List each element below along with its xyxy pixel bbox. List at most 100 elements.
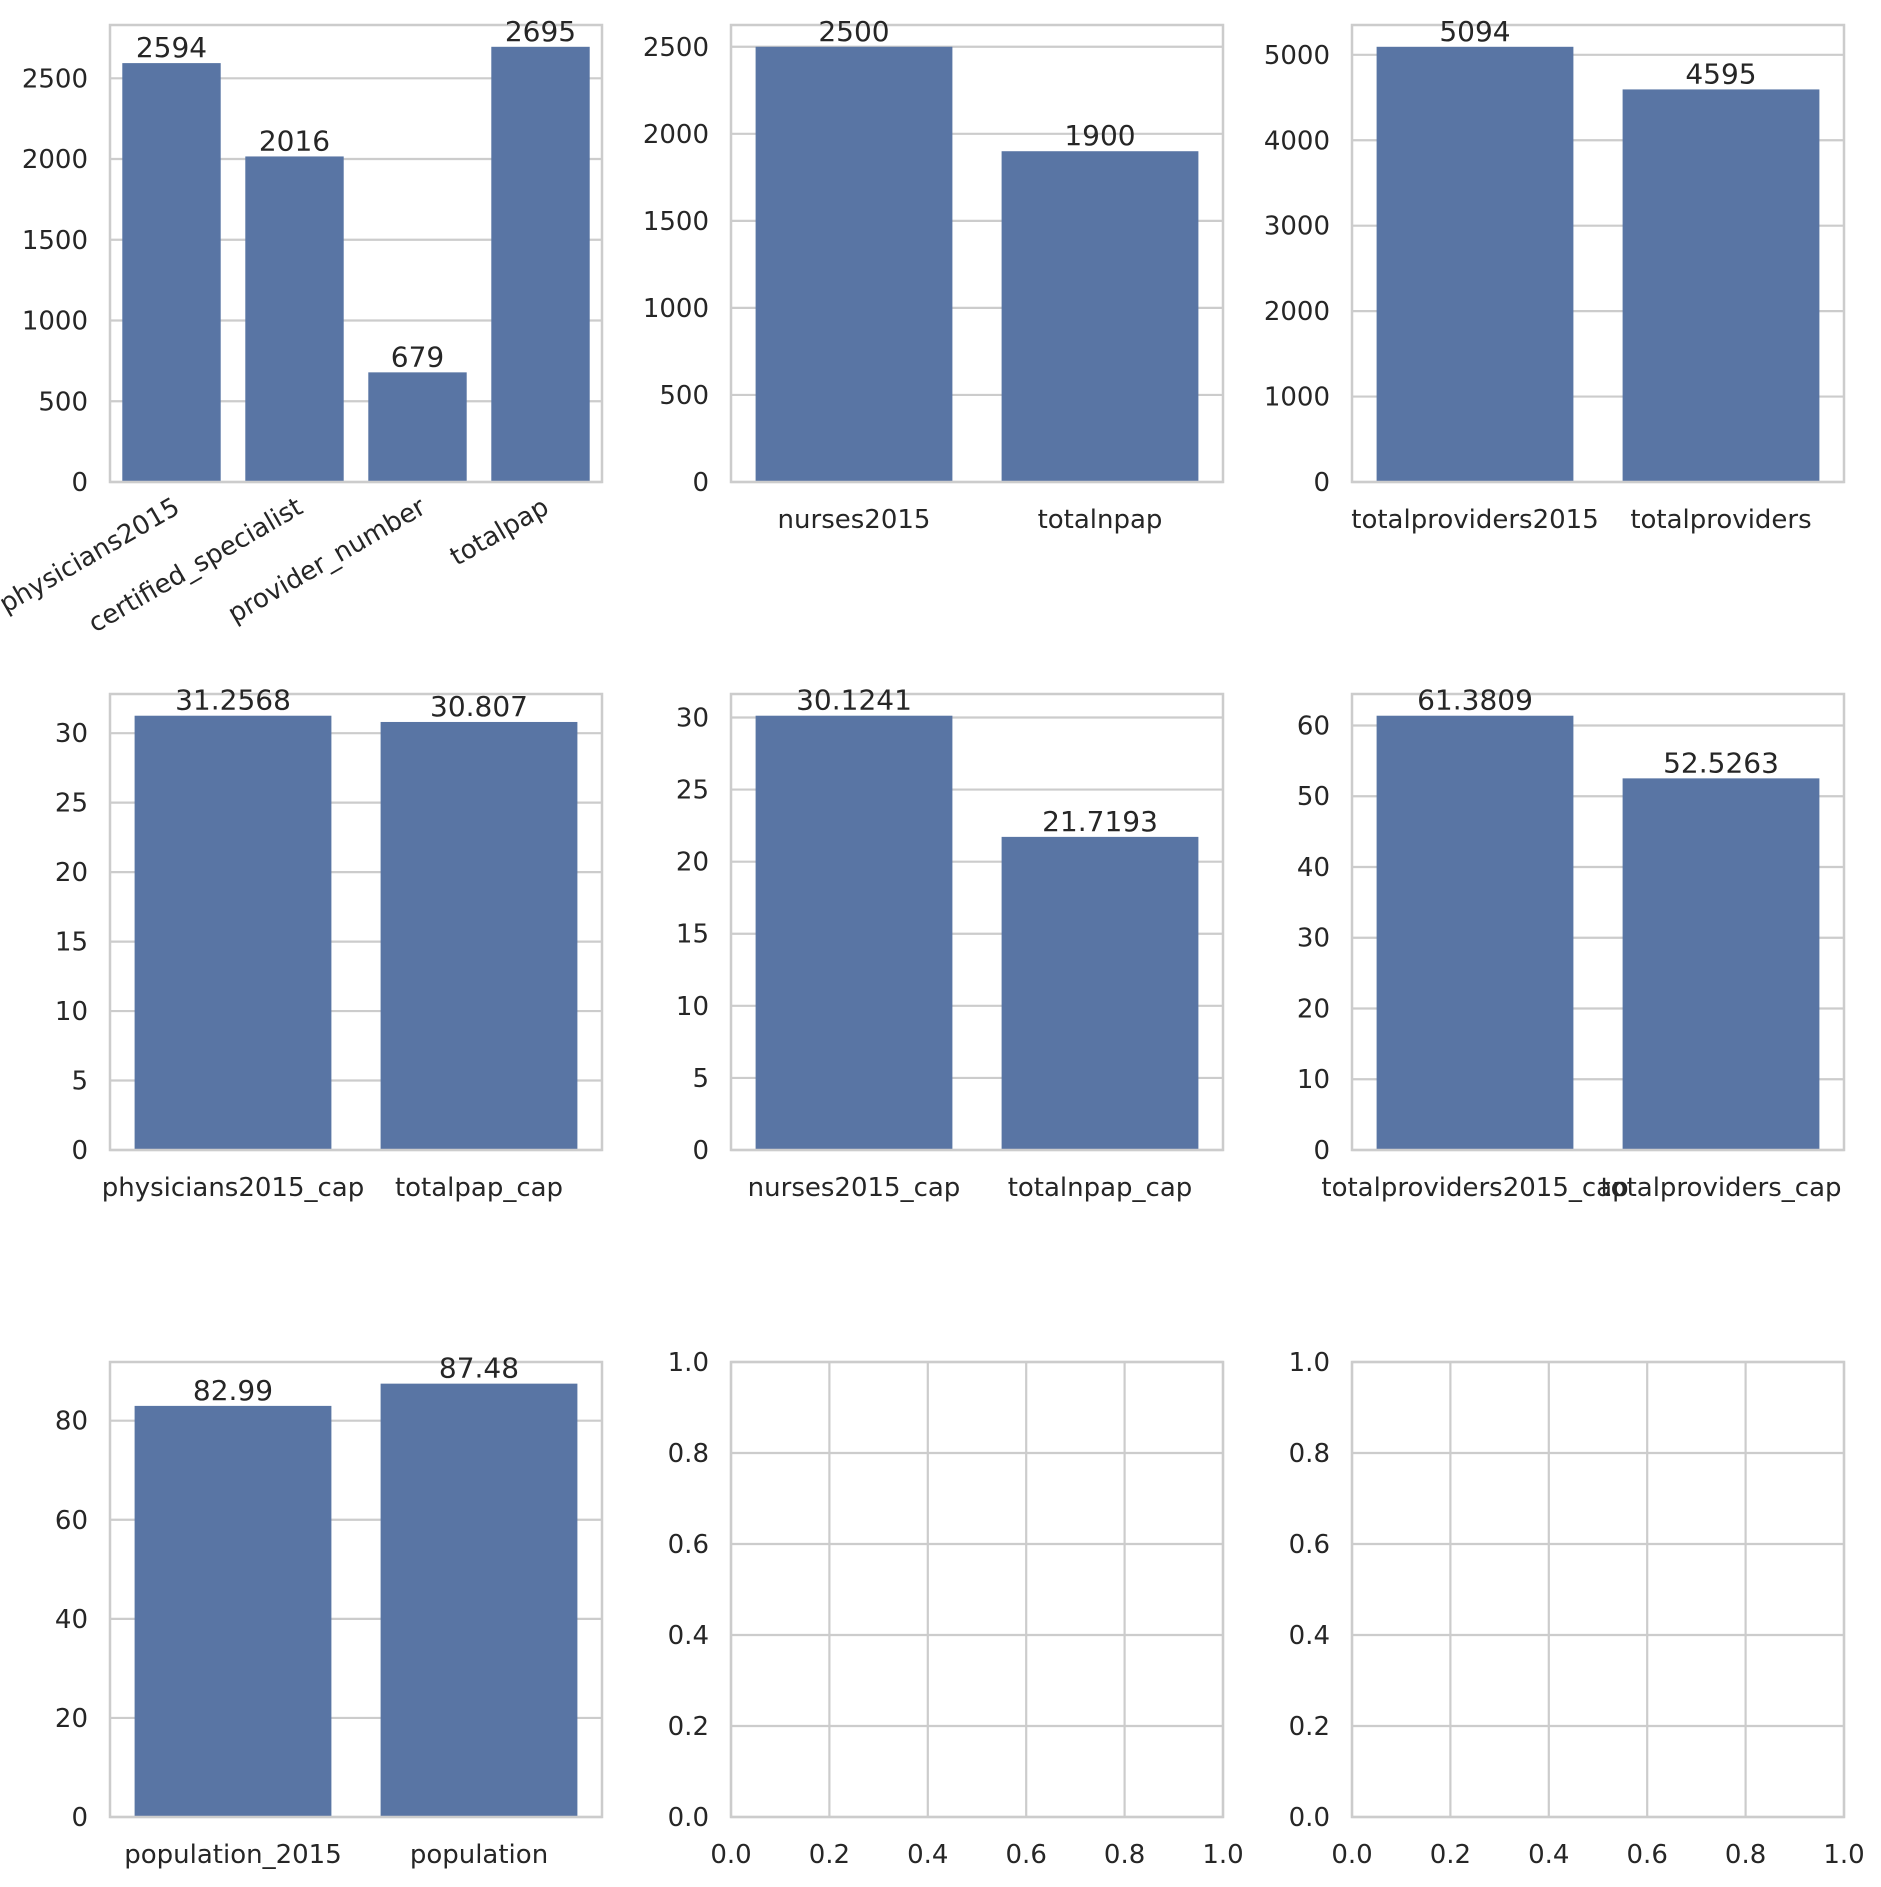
y-tick-label: 5	[692, 1064, 709, 1094]
x-tick-label: 0.4	[1528, 1840, 1569, 1870]
y-tick-label: 0	[71, 1803, 88, 1833]
data-label: 30.1241	[796, 684, 912, 717]
bar	[134, 1405, 332, 1817]
x-tick-label: 0.4	[907, 1840, 948, 1870]
subplot-8: 0.0 0.2 0.4 0.6 0.8 1.0 0.0 0.2 0.4 0.6 0.8 1.0	[668, 1348, 1244, 1870]
y-tick-label: 0.6	[668, 1530, 709, 1560]
y-tick-label: 20	[55, 858, 88, 888]
x-tick-label: totalpap	[445, 492, 554, 572]
y-tick-label: 1500	[643, 207, 709, 237]
data-label: 82.99	[193, 1374, 273, 1407]
y-tick-label: 1500	[22, 226, 88, 256]
y-tick-label: 1000	[643, 294, 709, 324]
y-tick-label: 25	[55, 789, 88, 819]
subplot-6: 61.3809 52.5263 0 10 20 30 40 50 60 totalprovider…	[1297, 684, 1846, 1203]
x-tick-label: totalproviders2015	[1351, 505, 1599, 535]
axes-frame	[729, 23, 1225, 484]
x-tick-label: 0.6	[1006, 1840, 1047, 1870]
y-tick-label: 1000	[22, 307, 88, 337]
bar	[368, 372, 467, 482]
y-tick-label: 0	[692, 468, 709, 498]
y-tick-label: 10	[55, 997, 88, 1027]
y-tick-label: 20	[55, 1704, 88, 1734]
y-tick-label: 0.8	[1289, 1439, 1330, 1469]
bar	[134, 715, 332, 1150]
y-tick-label: 15	[55, 928, 88, 958]
y-tick-label: 0	[1313, 1136, 1330, 1166]
axes-frame	[729, 692, 1225, 1152]
x-tick-label: totalpap_cap	[395, 1173, 563, 1203]
y-tick-label: 10	[1297, 1065, 1330, 1095]
y-tick-label: 2500	[643, 33, 709, 63]
data-label: 52.5263	[1663, 746, 1779, 779]
y-tick-label: 60	[55, 1506, 88, 1536]
y-tick-label: 2000	[22, 145, 88, 175]
axes-frame	[1350, 23, 1846, 484]
y-tick-label: 0.4	[1289, 1621, 1330, 1651]
bar	[755, 715, 953, 1150]
x-tick-label: physicians2015_cap	[102, 1173, 365, 1203]
y-tick-label: 5000	[1264, 41, 1330, 71]
data-label: 2016	[259, 124, 330, 157]
bar	[1001, 151, 1199, 482]
x-tick-label: totalproviders2015_cap	[1321, 1173, 1628, 1203]
y-tick-label: 1000	[1264, 383, 1330, 413]
bar	[245, 156, 344, 482]
y-tick-label: 60	[1297, 711, 1330, 741]
data-label: 2594	[136, 31, 207, 64]
x-tick-label: 0.8	[1104, 1840, 1145, 1870]
y-tick-label: 30	[55, 719, 88, 749]
y-tick-label: 40	[55, 1605, 88, 1635]
axes-frame	[729, 1360, 1225, 1819]
bar	[491, 46, 590, 482]
x-tick-label: 1.0	[1823, 1840, 1864, 1870]
data-label: 5094	[1439, 15, 1510, 48]
y-tick-label: 0	[71, 468, 88, 498]
axes-frame	[108, 692, 604, 1152]
y-tick-label: 10	[676, 992, 709, 1022]
x-tick-label: totalnpap	[1038, 505, 1163, 535]
subplot-1: 25942016679269505001000150020002500physi…	[0, 15, 604, 639]
x-tick-label: certified_specialist	[83, 492, 308, 639]
axes-frame	[108, 23, 604, 484]
subplot-4: 31.2568 30.807 0 5 10 15 20 25 30 physicians2015_…	[55, 684, 604, 1203]
data-label: 21.7193	[1042, 805, 1158, 838]
data-label: 61.3809	[1417, 684, 1533, 717]
x-tick-label: nurses2015_cap	[748, 1173, 961, 1203]
subplot-3: 5094 4595 0 1000 2000 3000 4000 5000 totalprovid…	[1264, 15, 1846, 535]
y-tick-label: 25	[676, 776, 709, 806]
y-tick-label: 0	[692, 1136, 709, 1166]
axes-frame	[1350, 692, 1846, 1152]
data-label: 2500	[818, 15, 889, 48]
y-tick-label: 500	[38, 387, 88, 417]
bar	[1622, 778, 1820, 1150]
data-label: 87.48	[439, 1352, 519, 1385]
y-tick-label: 40	[1297, 853, 1330, 883]
bar	[1001, 836, 1199, 1150]
data-label: 679	[391, 340, 444, 373]
y-tick-label: 0.8	[668, 1439, 709, 1469]
y-tick-label: 50	[1297, 782, 1330, 812]
data-label: 31.2568	[175, 684, 291, 717]
data-label: 1900	[1064, 119, 1135, 152]
subplot-5: 30.1241 21.7193 0 5 10 15 20 25 30 nurses2015_cap…	[676, 684, 1225, 1203]
y-tick-label: 30	[676, 703, 709, 733]
y-tick-label: 0	[71, 1136, 88, 1166]
y-tick-label: 1.0	[1289, 1348, 1330, 1378]
bar	[122, 63, 221, 482]
y-tick-label: 5	[71, 1067, 88, 1097]
bar	[1622, 89, 1820, 483]
y-tick-label: 0.2	[668, 1712, 709, 1742]
y-tick-label: 500	[659, 381, 709, 411]
y-tick-label: 80	[55, 1407, 88, 1437]
subplot-2: 2500 1900 0 500 1000 1500 2000 2500 nurses2015 to…	[643, 15, 1225, 535]
y-tick-label: 0.0	[1289, 1803, 1330, 1833]
y-tick-label: 15	[676, 920, 709, 950]
axes-frame	[108, 1360, 604, 1819]
y-tick-label: 0.4	[668, 1621, 709, 1651]
x-tick-label: population_2015	[124, 1840, 342, 1870]
y-tick-label: 20	[676, 848, 709, 878]
x-tick-label: provider_number	[223, 492, 431, 630]
data-label: 30.807	[430, 690, 528, 723]
x-tick-label: 0.0	[1331, 1840, 1372, 1870]
